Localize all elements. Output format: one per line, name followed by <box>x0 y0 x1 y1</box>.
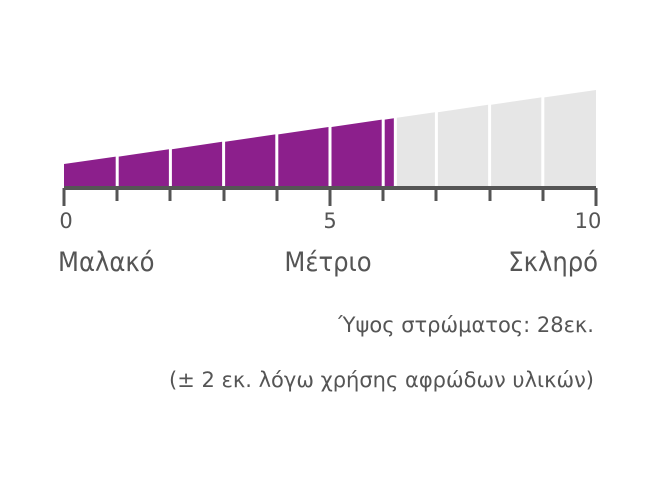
scale-segment-filled-2 <box>118 149 169 186</box>
tick-label-10: 10 <box>575 209 602 233</box>
tolerance-note: (± 2 εκ. λόγω χρήσης αφρώδων υλικών) <box>169 368 594 392</box>
scale-segment-empty-7 <box>396 112 435 186</box>
scale-ticks <box>62 188 598 206</box>
scale-segment-filled-5 <box>278 127 329 186</box>
tick-label-0: 0 <box>59 209 72 233</box>
scale-segment-empty-8 <box>437 104 489 186</box>
label-soft: Μαλακό <box>58 247 155 278</box>
mattress-height-note: Ύψος στρώματος: 28εκ. <box>338 313 594 337</box>
scale-segment-filled-3 <box>171 141 223 186</box>
scale-segment-filled-4 <box>225 134 276 186</box>
firmness-segments <box>64 90 596 186</box>
scale-segment-empty-9 <box>491 97 542 186</box>
label-hard: Σκληρό <box>508 247 598 278</box>
scale-segment-filled-6 <box>331 119 382 186</box>
scale-segment-empty-10 <box>544 90 596 186</box>
scale-segment-filled-7 <box>384 118 394 186</box>
label-medium: Μέτριο <box>284 247 371 278</box>
tick-label-5: 5 <box>323 209 336 233</box>
scale-segment-filled-1 <box>64 156 116 186</box>
